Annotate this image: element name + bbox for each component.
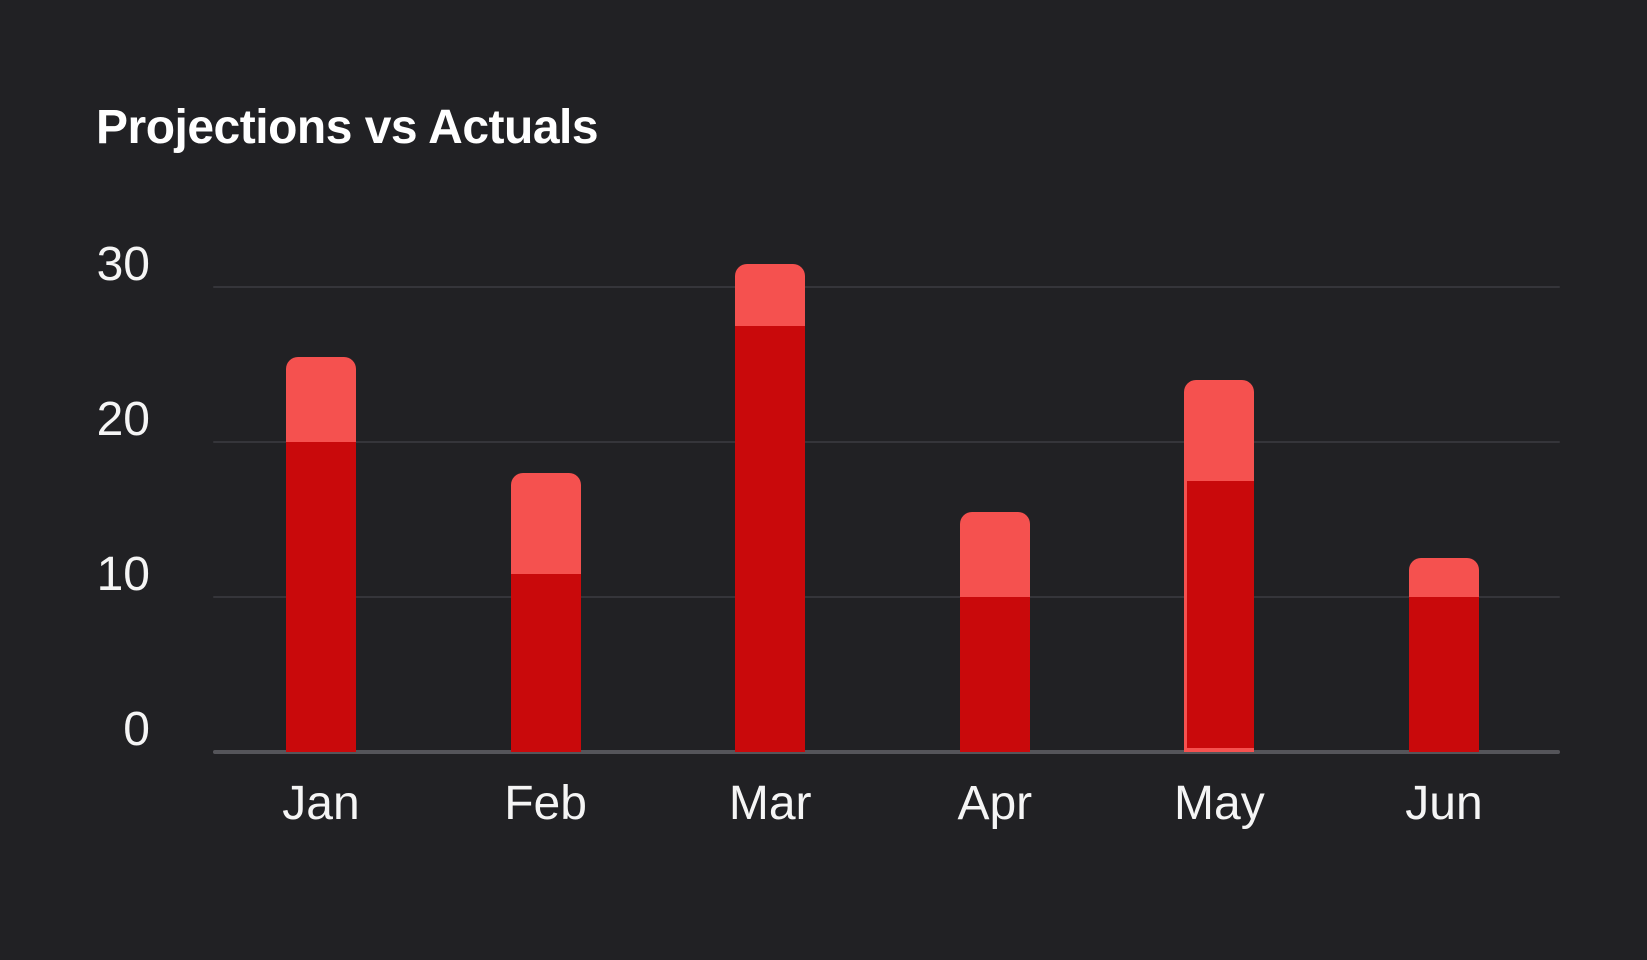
x-tick-label-jan: Jan [282, 777, 360, 830]
chart-title: Projections vs Actuals [96, 101, 599, 154]
bar-actual-segment-jun [1409, 597, 1479, 752]
bar-actual-segment-may [1187, 480, 1255, 748]
x-tick-label-apr: Apr [957, 777, 1033, 830]
bar-group-feb[interactable] [510, 473, 581, 752]
bar-group-may[interactable] [1184, 380, 1255, 752]
bar-actual-segment-apr [959, 597, 1030, 752]
y-tick-label-20: 20 [96, 393, 150, 446]
x-tick-label-feb: Feb [504, 777, 587, 830]
bar-group-jun[interactable] [1409, 558, 1479, 752]
y-tick-label-30: 30 [96, 238, 150, 291]
gridline-10 [213, 596, 1560, 598]
bar-group-jan[interactable] [286, 356, 356, 752]
bar-actual-segment-jan [286, 442, 356, 752]
x-axis-line [213, 750, 1560, 754]
y-tick-label-10: 10 [96, 548, 150, 601]
y-tick-label-0: 0 [123, 703, 150, 756]
x-tick-label-jun: Jun [1405, 777, 1483, 830]
gridline-20 [213, 441, 1560, 443]
bar-group-mar[interactable] [735, 263, 806, 752]
x-tick-label-may: May [1174, 777, 1265, 830]
bar-group-apr[interactable] [959, 511, 1030, 752]
gridline-30 [213, 286, 1560, 288]
bar-actual-segment-feb [510, 573, 581, 752]
bar-actual-segment-mar [735, 325, 806, 752]
x-tick-label-mar: Mar [728, 777, 812, 830]
